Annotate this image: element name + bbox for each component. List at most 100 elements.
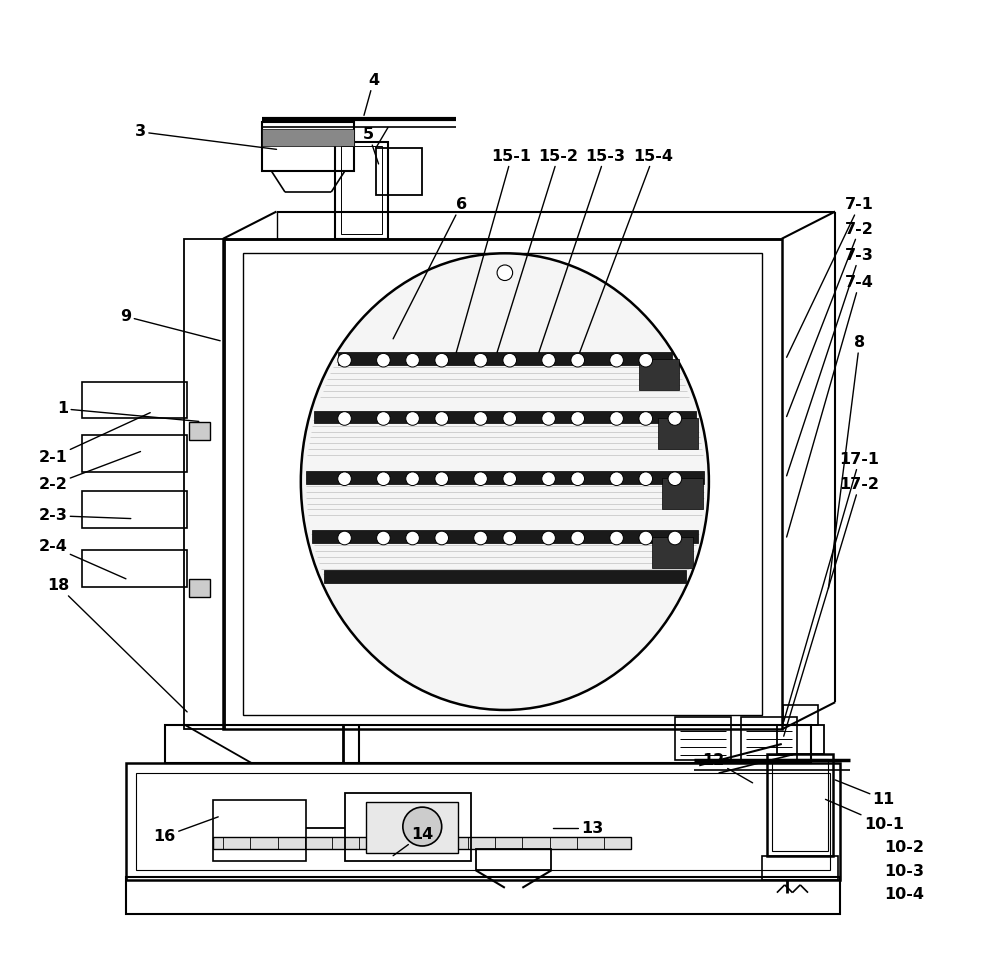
Circle shape bbox=[571, 353, 585, 367]
Circle shape bbox=[503, 531, 517, 545]
Bar bbox=[82, 381, 187, 418]
Circle shape bbox=[435, 353, 449, 367]
Bar bbox=[335, 142, 388, 238]
Bar bbox=[652, 537, 693, 568]
Bar bbox=[767, 754, 833, 855]
Circle shape bbox=[571, 412, 585, 425]
Circle shape bbox=[639, 353, 653, 367]
Circle shape bbox=[571, 472, 585, 486]
Circle shape bbox=[377, 412, 390, 425]
Bar bbox=[658, 417, 698, 449]
Bar bbox=[662, 478, 703, 509]
Text: 15-3: 15-3 bbox=[539, 149, 625, 352]
Circle shape bbox=[435, 472, 449, 486]
Bar bbox=[366, 803, 458, 852]
Text: 7-3: 7-3 bbox=[787, 248, 874, 476]
Bar bbox=[243, 253, 762, 715]
Text: 17-1: 17-1 bbox=[784, 451, 879, 722]
Circle shape bbox=[668, 472, 682, 486]
Circle shape bbox=[406, 412, 419, 425]
Circle shape bbox=[435, 531, 449, 545]
Text: 2-4: 2-4 bbox=[39, 539, 126, 579]
Circle shape bbox=[474, 472, 487, 486]
Bar bbox=[741, 717, 797, 761]
Circle shape bbox=[542, 531, 555, 545]
Text: 1: 1 bbox=[57, 401, 199, 421]
Circle shape bbox=[639, 531, 653, 545]
Circle shape bbox=[406, 531, 419, 545]
Bar bbox=[165, 725, 811, 764]
Bar bbox=[341, 146, 382, 234]
Circle shape bbox=[377, 353, 390, 367]
Text: 4: 4 bbox=[364, 73, 379, 116]
Circle shape bbox=[503, 472, 517, 486]
Circle shape bbox=[403, 808, 442, 846]
Bar bbox=[136, 774, 830, 870]
Bar bbox=[184, 238, 225, 730]
Bar bbox=[223, 238, 782, 730]
Text: 9: 9 bbox=[120, 309, 220, 341]
Bar bbox=[376, 148, 422, 195]
Text: 11: 11 bbox=[835, 780, 895, 807]
Bar bbox=[82, 435, 187, 472]
Bar bbox=[314, 411, 696, 423]
Text: 2-2: 2-2 bbox=[39, 451, 141, 492]
Bar bbox=[476, 848, 551, 870]
Circle shape bbox=[474, 531, 487, 545]
Text: 15-1: 15-1 bbox=[456, 149, 532, 352]
Circle shape bbox=[406, 353, 419, 367]
Bar bbox=[777, 725, 824, 754]
Circle shape bbox=[497, 265, 513, 280]
Bar bbox=[306, 471, 704, 484]
Text: 14: 14 bbox=[393, 827, 433, 855]
Circle shape bbox=[571, 531, 585, 545]
Text: 6: 6 bbox=[393, 198, 467, 339]
Bar bbox=[189, 422, 210, 440]
Circle shape bbox=[542, 353, 555, 367]
Bar bbox=[82, 491, 187, 528]
Bar bbox=[312, 530, 698, 543]
Text: 10-3: 10-3 bbox=[884, 864, 924, 879]
Circle shape bbox=[474, 412, 487, 425]
Text: 2-1: 2-1 bbox=[39, 413, 150, 465]
Bar bbox=[772, 759, 828, 850]
Text: 3: 3 bbox=[135, 125, 277, 149]
Circle shape bbox=[338, 472, 351, 486]
Circle shape bbox=[377, 472, 390, 486]
Ellipse shape bbox=[301, 253, 709, 710]
Circle shape bbox=[639, 412, 653, 425]
Circle shape bbox=[542, 412, 555, 425]
Circle shape bbox=[503, 353, 517, 367]
Bar bbox=[213, 801, 306, 860]
Text: 15-4: 15-4 bbox=[580, 149, 674, 352]
Circle shape bbox=[639, 472, 653, 486]
Circle shape bbox=[610, 353, 623, 367]
Text: 7-2: 7-2 bbox=[787, 222, 874, 416]
Text: 8: 8 bbox=[828, 336, 865, 589]
Bar bbox=[82, 550, 187, 587]
Text: 7-1: 7-1 bbox=[787, 198, 874, 357]
Bar bbox=[324, 570, 686, 583]
Circle shape bbox=[435, 412, 449, 425]
Text: 13: 13 bbox=[553, 821, 603, 836]
Text: 2-3: 2-3 bbox=[39, 508, 131, 523]
Bar bbox=[262, 129, 354, 146]
Circle shape bbox=[668, 412, 682, 425]
Circle shape bbox=[542, 472, 555, 486]
Circle shape bbox=[503, 412, 517, 425]
Bar bbox=[639, 359, 679, 390]
Text: 16: 16 bbox=[154, 817, 218, 844]
Circle shape bbox=[377, 531, 390, 545]
Bar bbox=[213, 837, 631, 848]
Bar bbox=[762, 855, 838, 880]
Bar bbox=[345, 793, 471, 860]
Circle shape bbox=[338, 353, 351, 367]
Circle shape bbox=[610, 531, 623, 545]
Bar bbox=[126, 764, 840, 880]
Circle shape bbox=[474, 353, 487, 367]
Circle shape bbox=[406, 472, 419, 486]
Bar bbox=[189, 580, 210, 596]
Text: 15-2: 15-2 bbox=[497, 149, 578, 352]
Circle shape bbox=[338, 412, 351, 425]
Bar bbox=[783, 705, 818, 725]
